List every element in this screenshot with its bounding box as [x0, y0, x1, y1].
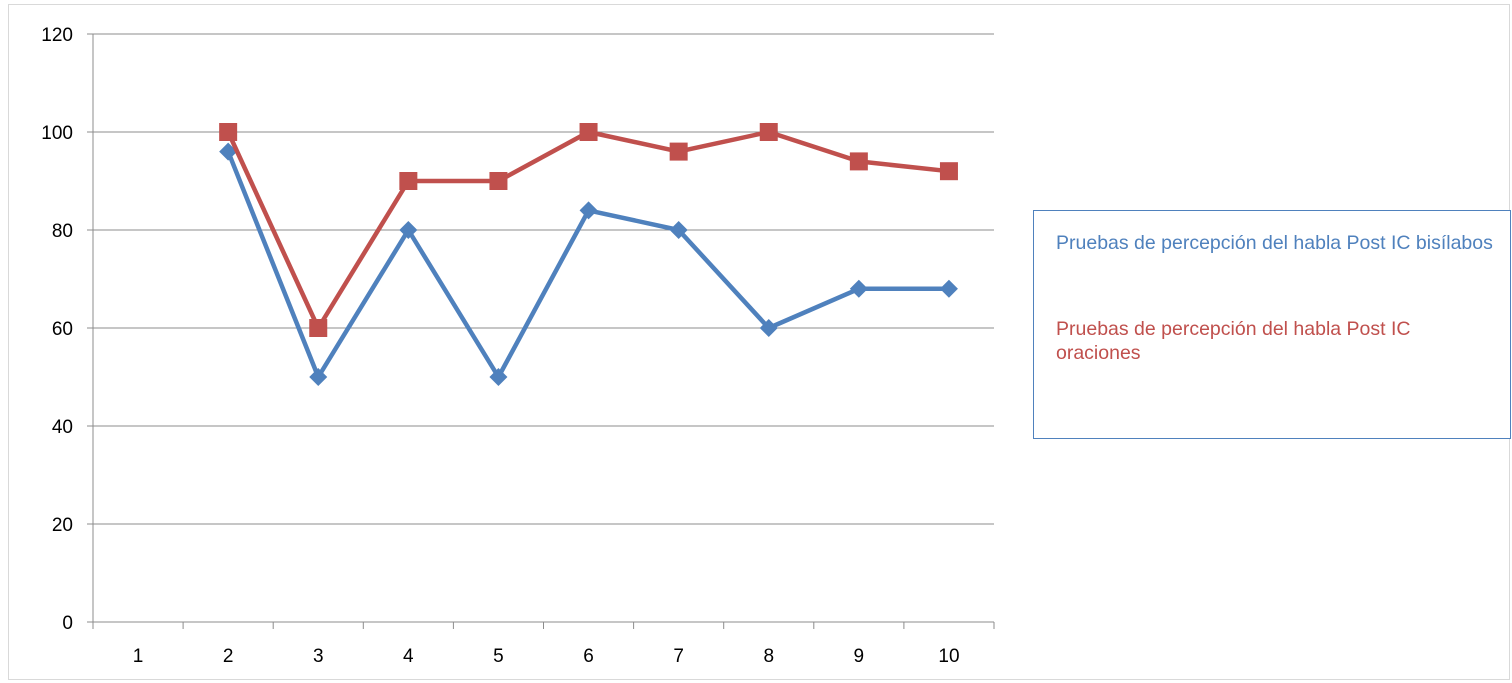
series-1	[219, 123, 958, 337]
y-tick-label-100: 100	[41, 123, 73, 144]
series-1-marker-2	[219, 123, 238, 141]
series-1-marker-6	[579, 123, 598, 141]
x-tick-label-8: 8	[763, 646, 774, 667]
x-tick-label-9: 9	[854, 646, 865, 667]
series-0-marker-4	[399, 221, 418, 239]
legend-entry-oraciones: Pruebas de percepción del habla Post IC …	[1056, 318, 1411, 364]
series-1-marker-4	[399, 172, 418, 190]
x-tick-label-2: 2	[223, 646, 234, 667]
y-tick-label-0: 0	[62, 613, 73, 634]
series-0-marker-7	[669, 221, 688, 239]
series-0-marker-6	[579, 201, 598, 220]
x-axis-tick-labels: 1 2 3 4 5 6 7 8 9 10	[133, 646, 960, 667]
gridlines	[93, 33, 994, 525]
x-tick-label-3: 3	[313, 646, 324, 667]
legend: Pruebas de percepción del habla Post IC …	[1033, 210, 1511, 439]
y-tick-label-20: 20	[52, 515, 73, 536]
series-1-marker-5	[489, 172, 508, 190]
series-0-marker-10	[939, 279, 958, 298]
series-0-line	[226, 150, 949, 380]
series-0	[219, 142, 958, 386]
axes	[87, 33, 995, 629]
series-1-marker-8	[759, 123, 778, 141]
series-1-marker-9	[849, 152, 868, 171]
y-axis-tick-labels: 0 20 40 60 80 100 120	[41, 25, 73, 634]
series-0-marker-9	[849, 279, 868, 298]
series-1-marker-7	[669, 142, 688, 161]
series-1-marker-10	[939, 162, 958, 181]
x-tick-label-5: 5	[493, 646, 504, 667]
y-tick-label-40: 40	[52, 417, 73, 438]
y-tick-label-60: 60	[52, 319, 73, 340]
series-0-marker-8	[759, 319, 778, 337]
x-tick-label-4: 4	[403, 646, 414, 667]
x-tick-label-6: 6	[583, 646, 594, 667]
series-0-marker-5	[489, 368, 508, 386]
y-tick-label-120: 120	[41, 25, 73, 46]
x-tick-label-1: 1	[133, 646, 144, 667]
x-tick-label-10: 10	[938, 646, 959, 667]
x-tick-label-7: 7	[673, 646, 684, 667]
series-1-marker-3	[309, 319, 328, 337]
y-tick-label-80: 80	[52, 221, 73, 242]
series-0-marker-3	[309, 368, 328, 386]
legend-entry-bisilabos: Pruebas de percepción del habla Post IC …	[1056, 232, 1493, 254]
series-group	[219, 123, 958, 386]
